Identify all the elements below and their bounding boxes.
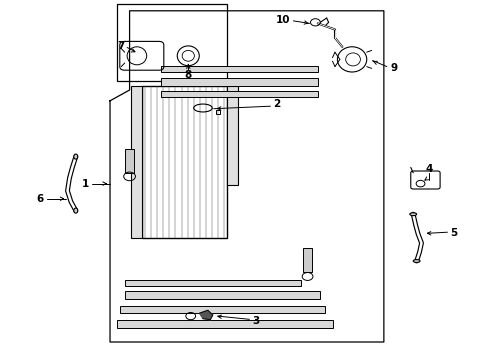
Ellipse shape: [412, 260, 419, 262]
Text: 3: 3: [252, 316, 259, 327]
Bar: [161, 78, 317, 86]
Bar: [117, 320, 332, 328]
Ellipse shape: [409, 213, 416, 216]
Bar: [161, 66, 317, 72]
Ellipse shape: [74, 154, 78, 159]
Bar: [303, 248, 311, 272]
Text: 8: 8: [184, 69, 191, 80]
Bar: [161, 91, 317, 97]
Text: 7: 7: [117, 41, 125, 51]
Polygon shape: [199, 310, 212, 320]
Text: 1: 1: [82, 179, 89, 189]
Text: 10: 10: [275, 15, 289, 25]
Bar: [124, 280, 300, 286]
Text: 4: 4: [424, 164, 432, 174]
Bar: [131, 86, 142, 238]
Bar: [142, 86, 227, 238]
Bar: [227, 86, 238, 185]
Bar: [120, 306, 325, 313]
Text: 5: 5: [449, 228, 456, 238]
Bar: [117, 4, 227, 81]
Bar: [124, 291, 320, 299]
Bar: [125, 149, 134, 173]
Text: 9: 9: [389, 63, 396, 73]
Text: 6: 6: [37, 194, 43, 204]
Ellipse shape: [74, 208, 78, 213]
Text: 2: 2: [272, 99, 279, 109]
